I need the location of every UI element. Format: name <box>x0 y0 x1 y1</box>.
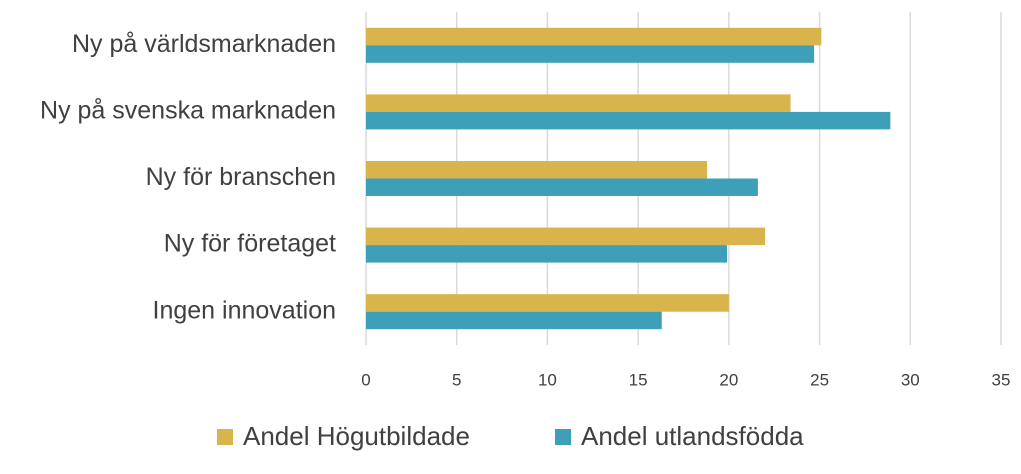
bar <box>366 311 662 330</box>
y-tick-label: Ingen innovation <box>153 296 336 324</box>
legend-swatch <box>217 429 233 445</box>
y-tick-label: Ny för branschen <box>146 163 336 191</box>
bar <box>366 178 758 196</box>
x-tick-label: 25 <box>810 370 829 389</box>
legend-swatch <box>555 429 571 445</box>
x-tick-label: 0 <box>361 370 370 389</box>
y-tick-label: Ny för företaget <box>164 230 336 258</box>
bar <box>366 27 822 46</box>
legend-label: Andel utlandsfödda <box>581 421 804 451</box>
bar <box>366 94 791 112</box>
bar <box>366 111 891 130</box>
legend-label: Andel Högutbildade <box>243 421 470 451</box>
bar <box>366 294 729 312</box>
x-tick-label: 20 <box>719 370 738 389</box>
y-tick-label: Ny på världsmarknaden <box>72 30 336 58</box>
bar <box>366 227 766 246</box>
x-tick-label: 15 <box>629 370 648 389</box>
bar <box>366 45 815 63</box>
bar <box>366 245 728 263</box>
bar <box>366 161 708 179</box>
x-tick-label: 35 <box>992 370 1011 389</box>
y-tick-label: Ny på svenska marknaden <box>40 97 336 125</box>
x-tick-label: 5 <box>452 370 461 389</box>
x-tick-label: 30 <box>901 370 920 389</box>
x-tick-label: 10 <box>538 370 557 389</box>
